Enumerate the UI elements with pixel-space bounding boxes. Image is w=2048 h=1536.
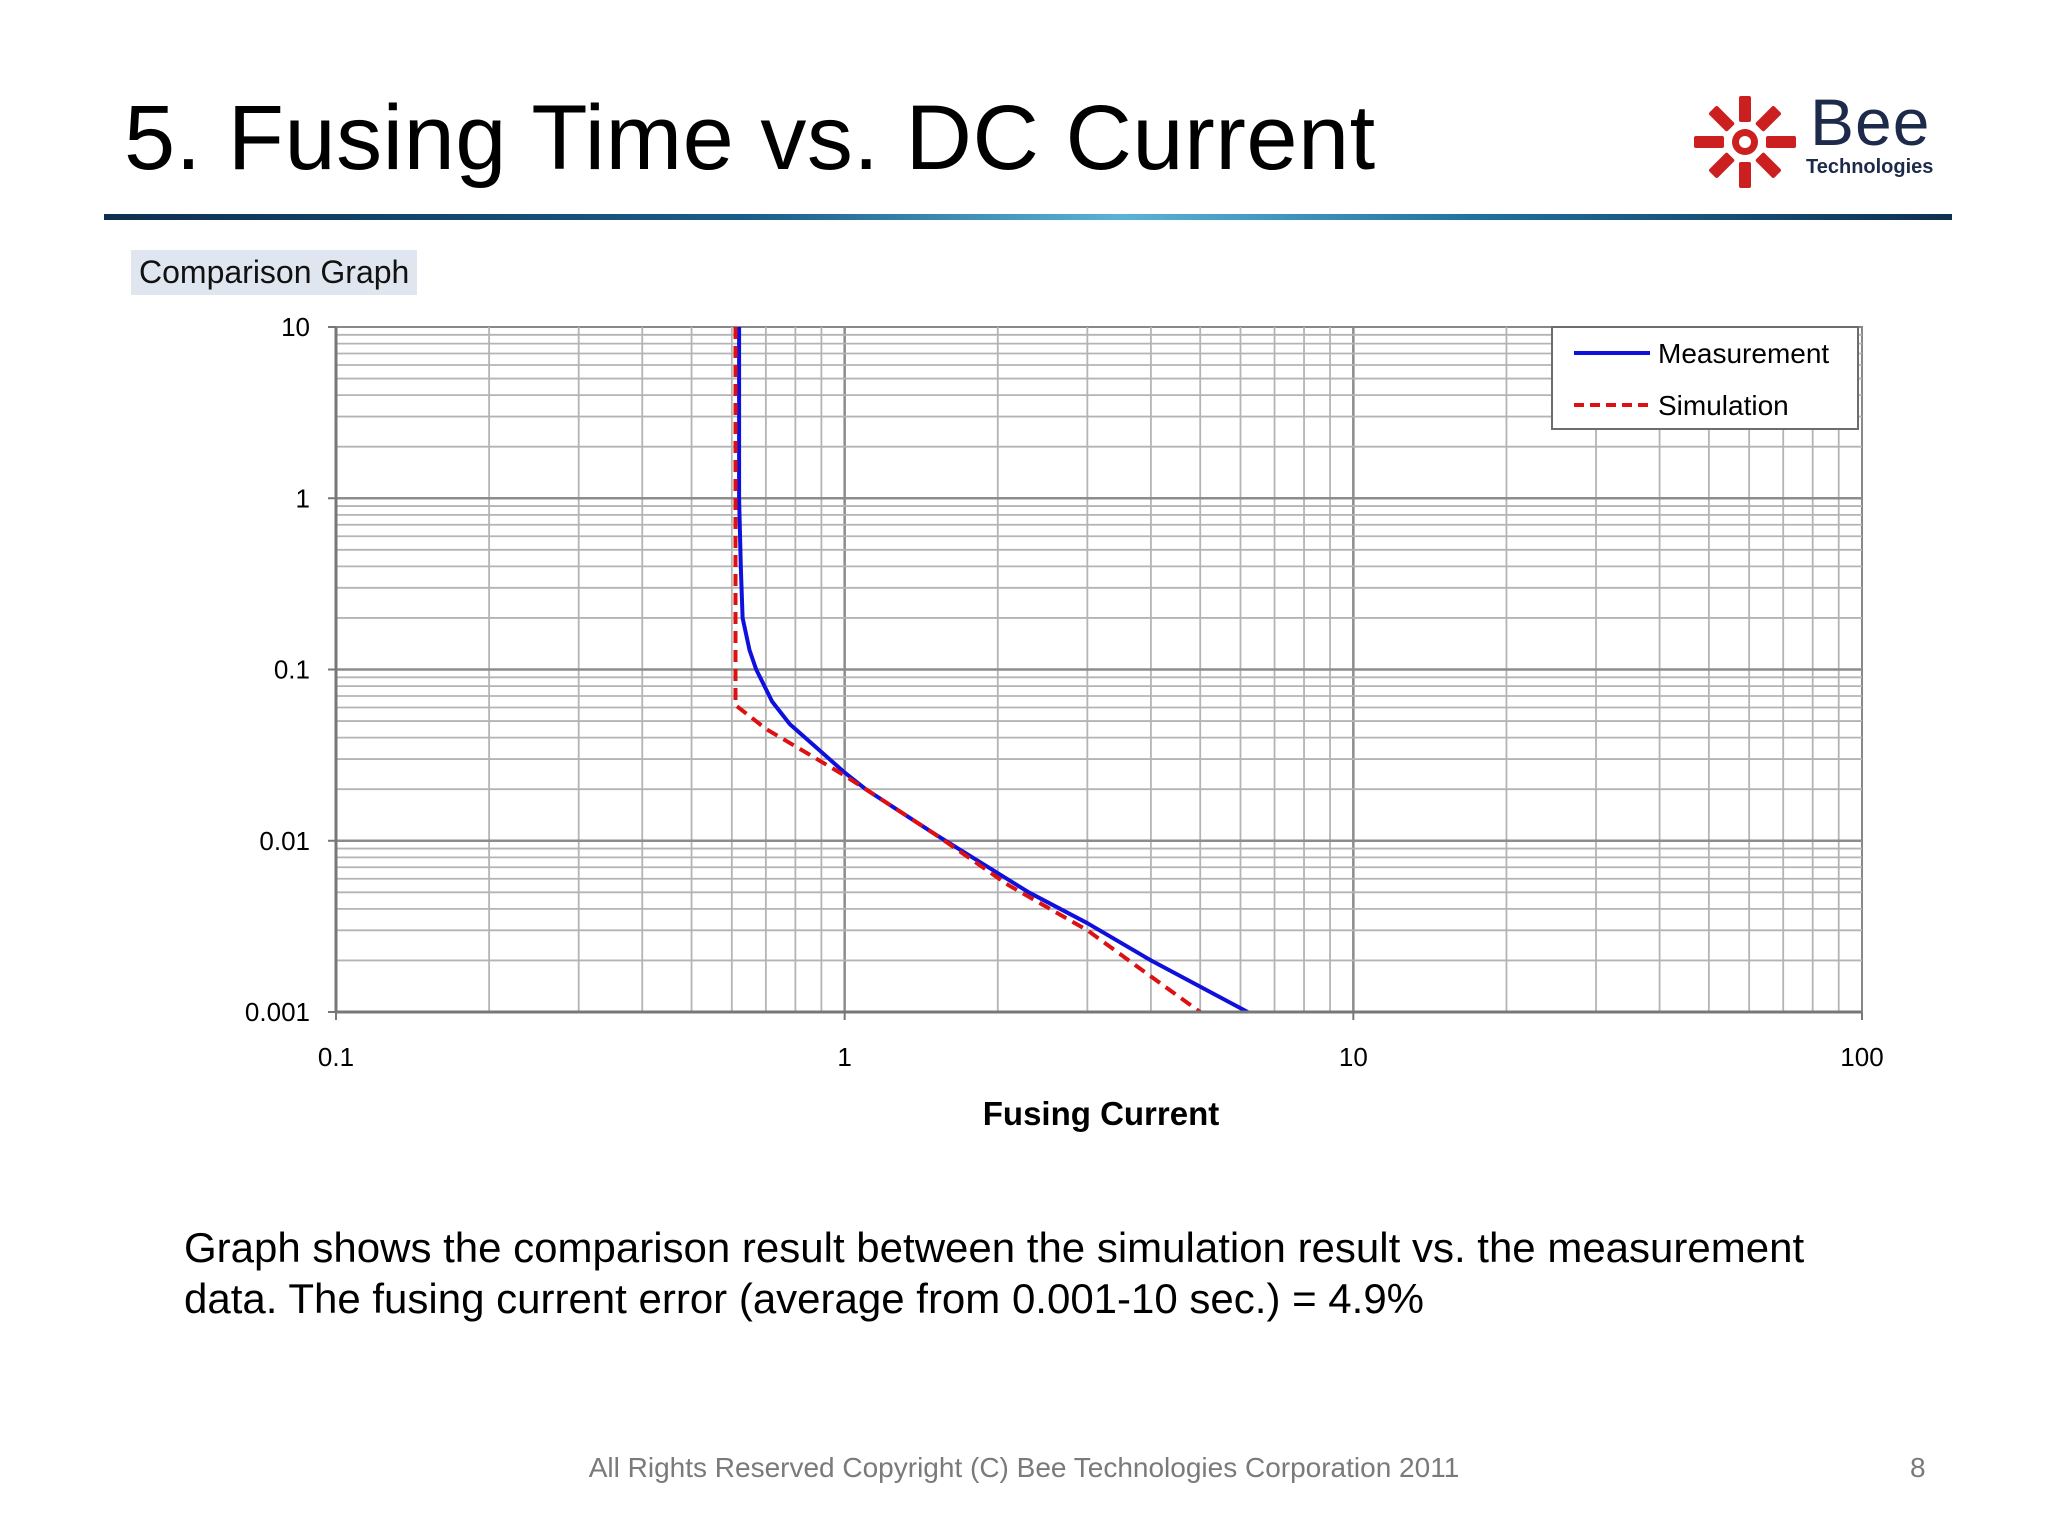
- logo-wordmark: Bee: [1810, 85, 1931, 159]
- slide-description: Graph shows the comparison result betwee…: [184, 1224, 1805, 1322]
- legend-entry: Measurement: [1658, 338, 1829, 369]
- legend-entry: Simulation: [1658, 390, 1789, 421]
- copyright-footer: All Rights Reserved Copyright (C) Bee Te…: [588, 1452, 1460, 1483]
- page-number: 8: [1910, 1452, 1926, 1483]
- section-label: Comparison Graph: [131, 250, 418, 295]
- x-tick-label: 10: [1339, 1042, 1368, 1072]
- x-tick-label: 1: [837, 1042, 851, 1072]
- x-tick-label: 100: [1840, 1042, 1883, 1072]
- chart-grid: [334, 326, 1863, 1014]
- chart-axes: 0.1 1 10 100 10 1 0.1 0.01 0.001 Fusing Current: [245, 312, 1884, 1132]
- y-tick-label: 0.1: [274, 655, 310, 685]
- y-tick-label: 10: [281, 312, 310, 342]
- chart-series: [733, 327, 1249, 1014]
- x-axis-title: Fusing Current: [983, 1095, 1220, 1132]
- bee-logo-icon: [1694, 96, 1796, 188]
- chart-legend: Measurement Simulation: [1551, 326, 1859, 430]
- logo-subtitle: Technologies: [1806, 156, 1934, 178]
- legend-box: [1551, 326, 1859, 430]
- slide-title: 5. Fusing Time vs. DC Current: [124, 87, 1376, 189]
- y-tick-label: 1: [296, 483, 310, 513]
- company-logo: Bee Technologies: [1690, 85, 1960, 192]
- series-line-simulation: [733, 327, 1202, 1014]
- title-divider: [104, 214, 1952, 220]
- x-tick-label: 0.1: [318, 1042, 354, 1072]
- y-tick-label: 0.001: [245, 997, 310, 1027]
- series-line-measurement: [737, 327, 1249, 1014]
- y-tick-label: 0.01: [259, 826, 310, 856]
